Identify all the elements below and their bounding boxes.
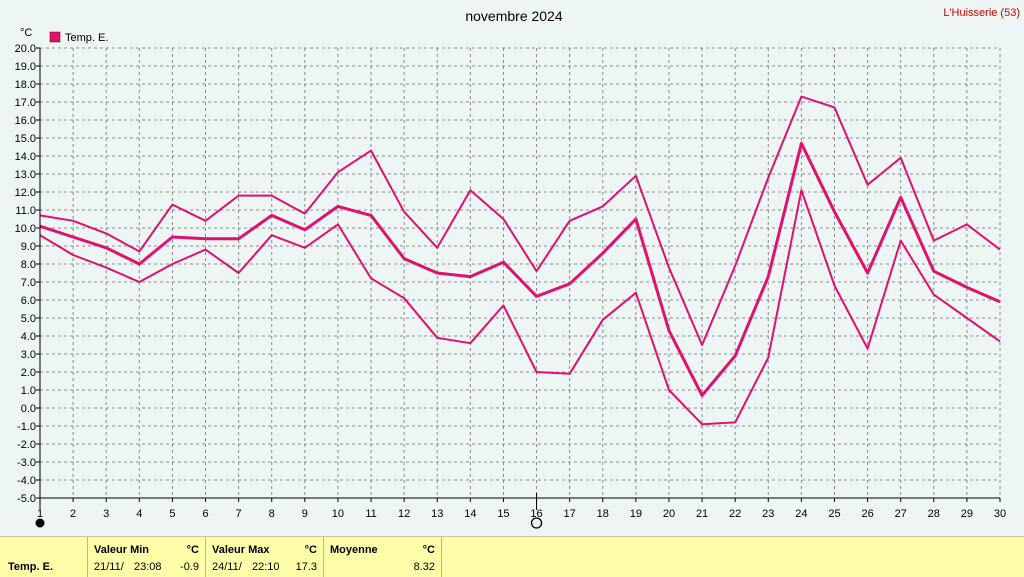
x-tick-label: 26 (861, 508, 873, 520)
y-tick-label: 9.0 (21, 241, 36, 253)
x-tick-label: 18 (597, 508, 609, 520)
min-date: 21/11/ (94, 561, 124, 573)
chart-title: novembre 2024 (465, 8, 563, 24)
series-line-max (39, 95, 1001, 346)
x-tick-label: 25 (828, 508, 840, 520)
series-line-mean (39, 141, 1001, 397)
stats-row-header: Temp. E. (0, 537, 88, 577)
stats-max-cell: Valeur Max °C 24/11/ 22:10 17.3 (206, 537, 324, 577)
stats-row-label: Temp. E. (8, 561, 54, 573)
stats-mean-cell: Moyenne °C 8.32 (324, 537, 442, 577)
y-tick-label: 13.0 (15, 169, 36, 181)
x-tick-label: 20 (663, 508, 675, 520)
x-tick-label: 22 (729, 508, 741, 520)
x-tick-label: 10 (332, 508, 344, 520)
x-tick-label: 6 (202, 508, 208, 520)
y-tick-label: -5.0 (17, 493, 36, 505)
marker-open-circle (530, 517, 543, 529)
max-unit: °C (304, 544, 317, 556)
x-tick-label: 21 (696, 508, 708, 520)
x-tick-label: 3 (103, 508, 109, 520)
marker-filled-circle (35, 518, 45, 528)
x-tick-label: 1 (37, 508, 43, 520)
x-tick-label: 16 (530, 508, 542, 520)
mean-header: Moyenne (330, 544, 378, 556)
y-tick-label: 19.0 (15, 61, 36, 73)
x-tick-label: 30 (994, 508, 1006, 520)
y-tick-label: -2.0 (17, 439, 36, 451)
x-tick-label: 28 (928, 508, 940, 520)
min-time: 23:08 (134, 561, 162, 573)
y-tick-label: 4.0 (21, 331, 36, 343)
stats-min-cell: Valeur Min °C 21/11/ 23:08 -0.9 (88, 537, 206, 577)
y-tick-label: -1.0 (17, 421, 36, 433)
y-tick-label: 18.0 (15, 79, 36, 91)
y-tick-label: 10.0 (15, 223, 36, 235)
x-tick-label: 15 (497, 508, 509, 520)
x-tick-label: 13 (431, 508, 443, 520)
x-tick-label: 9 (302, 508, 308, 520)
x-tick-label: 4 (136, 508, 142, 520)
temperature-chart: novembre 2024 L'Huisserie (53) °C Temp. … (15, 7, 1020, 529)
min-value: -0.9 (180, 561, 199, 573)
x-tick-label: 29 (961, 508, 973, 520)
max-time: 22:10 (252, 561, 280, 573)
y-tick-label: 1.0 (21, 385, 36, 397)
max-value: 17.3 (295, 561, 317, 573)
y-tick-label: 15.0 (15, 133, 36, 145)
mean-value: 8.32 (413, 561, 435, 573)
y-tick-label: 0.0 (21, 403, 36, 415)
y-tick-label: 11.0 (15, 205, 36, 217)
x-tick-label: 24 (795, 508, 807, 520)
stats-table: Temp. E. Valeur Min °C 21/11/ 23:08 -0.9… (0, 536, 1024, 577)
x-tick-label: 2 (70, 508, 76, 520)
max-date: 24/11/ (212, 561, 242, 573)
y-tick-label: 5.0 (21, 313, 36, 325)
x-tick-label: 27 (895, 508, 907, 520)
x-tick-label: 17 (564, 508, 576, 520)
x-tick-label: 8 (269, 508, 275, 520)
min-unit: °C (186, 544, 199, 556)
plot-area (40, 48, 1000, 498)
y-tick-label: 8.0 (21, 259, 36, 271)
y-tick-label: 14.0 (15, 151, 36, 163)
y-tick-label: 20.0 (15, 43, 36, 55)
legend-swatch (49, 31, 61, 43)
x-tick-label: 11 (365, 508, 376, 520)
x-tick-label: 5 (169, 508, 175, 520)
station-name: L'Huisserie (53) (943, 7, 1020, 19)
x-tick-label: 14 (464, 508, 476, 520)
x-tick-label: 7 (236, 508, 242, 520)
y-tick-label: 12.0 (15, 187, 36, 199)
x-tick-label: 23 (762, 508, 774, 520)
x-tick-label: 19 (630, 508, 642, 520)
y-tick-label: 16.0 (15, 115, 36, 127)
y-tick-label: -4.0 (17, 475, 36, 487)
y-tick-label: 7.0 (21, 277, 36, 289)
y-tick-label: -3.0 (17, 457, 36, 469)
y-tick-label: 3.0 (21, 349, 36, 361)
series-line-min (39, 189, 1001, 426)
x-tick-label: 12 (398, 508, 410, 520)
y-tick-label: 17.0 (15, 97, 36, 109)
min-header: Valeur Min (94, 544, 150, 556)
max-header: Valeur Max (212, 544, 270, 556)
y-tick-label: 6.0 (21, 295, 36, 307)
y-tick-label: 2.0 (21, 367, 36, 379)
y-unit-label: °C (20, 27, 32, 39)
legend-label: Temp. E. (65, 32, 108, 44)
mean-unit: °C (422, 544, 435, 556)
